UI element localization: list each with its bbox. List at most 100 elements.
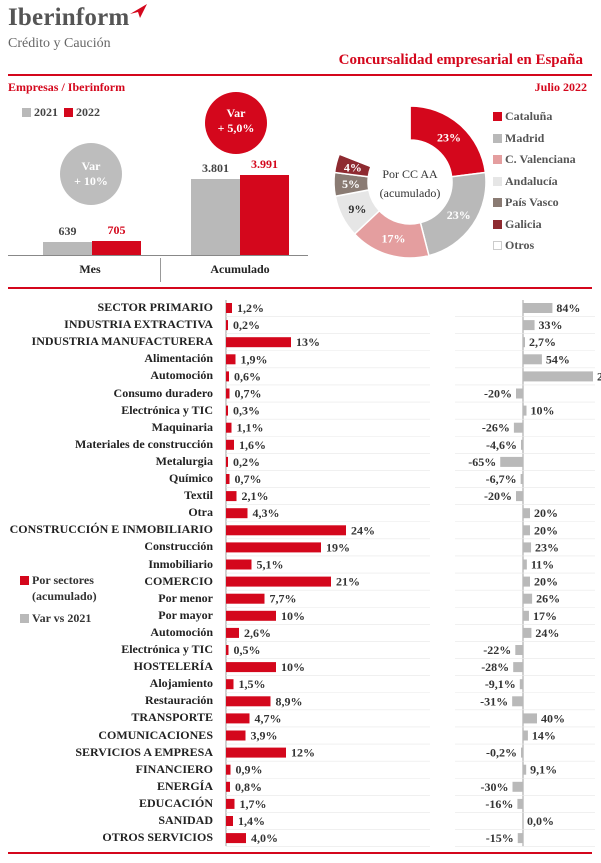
var-bar: [517, 833, 523, 844]
mes-variation-bubble: Var + 10%: [60, 143, 122, 205]
var-bar: [512, 696, 523, 707]
donut-legend-label: País Vasco: [505, 195, 559, 209]
share-value: 1,9%: [241, 352, 268, 366]
legend-por-sectores: Por sectores: [32, 573, 94, 587]
sector-label: EDUCACIÓN: [138, 795, 213, 810]
var-bar: [512, 781, 523, 792]
var-bar: [523, 713, 537, 724]
var-bar: [523, 593, 533, 604]
var-bar: [515, 645, 523, 655]
var-value: 10%: [531, 404, 555, 418]
var-bar: [523, 508, 530, 519]
top-chart-legend: 2021 2022: [22, 105, 100, 120]
donut-legend-label: Galicia: [505, 216, 542, 231]
var-value: -22%: [483, 643, 511, 657]
share-bar: [226, 542, 321, 553]
var-value: 26%: [536, 592, 560, 606]
logo-name: Iberinform: [8, 4, 130, 31]
share-value: 0,9%: [236, 763, 263, 777]
donut-legend-label: Madrid: [505, 130, 545, 145]
donut-legend-item: País Vasco: [493, 195, 576, 217]
sector-label: Textil: [184, 488, 213, 503]
var-value: -16%: [485, 797, 513, 811]
var-value: -20%: [484, 387, 512, 401]
legend-2022: 2022: [76, 105, 100, 119]
sector-label: SANIDAD: [158, 813, 213, 827]
share-value: 7,7%: [270, 592, 297, 606]
share-bar: [226, 713, 250, 724]
donut-center-line1: Por CC AA: [382, 167, 438, 181]
donut-label-2: 17%: [382, 232, 406, 246]
share-bar: [226, 303, 232, 313]
sector-label: Alimentación: [144, 351, 213, 366]
share-value: 12%: [291, 746, 315, 760]
sector-label: Por menor: [158, 590, 213, 605]
sector-label: INDUSTRIA EXTRACTIVA: [64, 317, 213, 332]
sector-label: SERVICIOS A EMPRESA: [75, 744, 213, 759]
sector-label: Electrónica y TIC: [121, 642, 213, 656]
var-value: 40%: [541, 711, 565, 725]
share-bar: [226, 388, 230, 399]
sector-label: SECTOR PRIMARIO: [97, 300, 213, 314]
value-mes-2022: 705: [107, 222, 126, 237]
donut-legend-item: Cataluña: [493, 109, 576, 131]
var-bar: [513, 422, 523, 433]
sector-label: OTROS SERVICIOS: [102, 830, 213, 845]
share-value: 0,2%: [233, 455, 260, 469]
donut-legend-item: Otros: [493, 238, 576, 260]
share-value: 4,0%: [251, 831, 278, 845]
bar-mes-2021: [43, 242, 92, 255]
donut-label-1: 23%: [447, 208, 471, 222]
donut-legend-item: C. Valenciana: [493, 152, 576, 174]
share-value: 1,1%: [237, 421, 264, 435]
share-value: 1,6%: [239, 438, 266, 452]
var-bar: [521, 747, 523, 758]
donut-legend-label: Cataluña: [505, 109, 553, 123]
share-value: 1,4%: [238, 814, 265, 828]
section-rule: [8, 287, 592, 289]
var-value: 84%: [556, 301, 580, 315]
sector-label: Maquinaria: [151, 419, 213, 434]
var-bar: [523, 627, 532, 638]
var-bar: [513, 662, 523, 673]
donut-legend: Cataluña Madrid C. Valenciana Andalucía País…: [493, 109, 576, 260]
donut-legend-item: Madrid: [493, 131, 576, 153]
sector-label: Alojamiento: [149, 676, 213, 691]
share-value: 0,5%: [234, 643, 261, 657]
share-bar: [226, 525, 346, 536]
acumulado-variation-bubble: Var + 5,0%: [205, 92, 267, 154]
var-value: 11%: [531, 558, 554, 572]
sector-label: COMERCIO: [144, 573, 213, 588]
share-bar: [226, 816, 233, 826]
var-bar: [500, 456, 523, 467]
bar-acumulado-2022: [240, 175, 289, 255]
share-value: 0,7%: [235, 387, 262, 401]
sector-label: Construcción: [144, 539, 213, 554]
category-divider: [160, 258, 161, 282]
sector-label: CONSTRUCCIÓN E INMOBILIARIO: [9, 522, 213, 537]
sector-label: Consumo duradero: [113, 385, 213, 400]
share-value: 10%: [281, 609, 305, 623]
donut-legend-swatch: [493, 176, 502, 186]
donut-legend-swatch: [493, 219, 502, 229]
share-bar: [226, 610, 276, 621]
sector-label: Automoción: [150, 624, 213, 639]
legend-swatch-sectores: [20, 576, 29, 585]
sector-label: Químico: [169, 471, 213, 485]
share-bar: [226, 679, 234, 690]
sector-label: Inmobiliario: [148, 556, 213, 571]
logo-subtitle: Crédito y Caución: [8, 36, 111, 51]
legend-swatch-var: [20, 614, 29, 623]
var-value: 17%: [533, 609, 557, 623]
donut-legend-label: C. Valenciana: [505, 152, 576, 166]
share-bar: [226, 337, 291, 348]
share-value: 1,7%: [240, 797, 267, 811]
share-value: 0,8%: [235, 780, 262, 794]
var-value: 2,7%: [529, 335, 556, 349]
var-bar: [523, 525, 530, 536]
var-bar: [523, 542, 532, 553]
share-bar: [226, 747, 286, 758]
share-value: 24%: [351, 523, 375, 537]
source-label: Empresas / Iberinform: [8, 80, 126, 94]
